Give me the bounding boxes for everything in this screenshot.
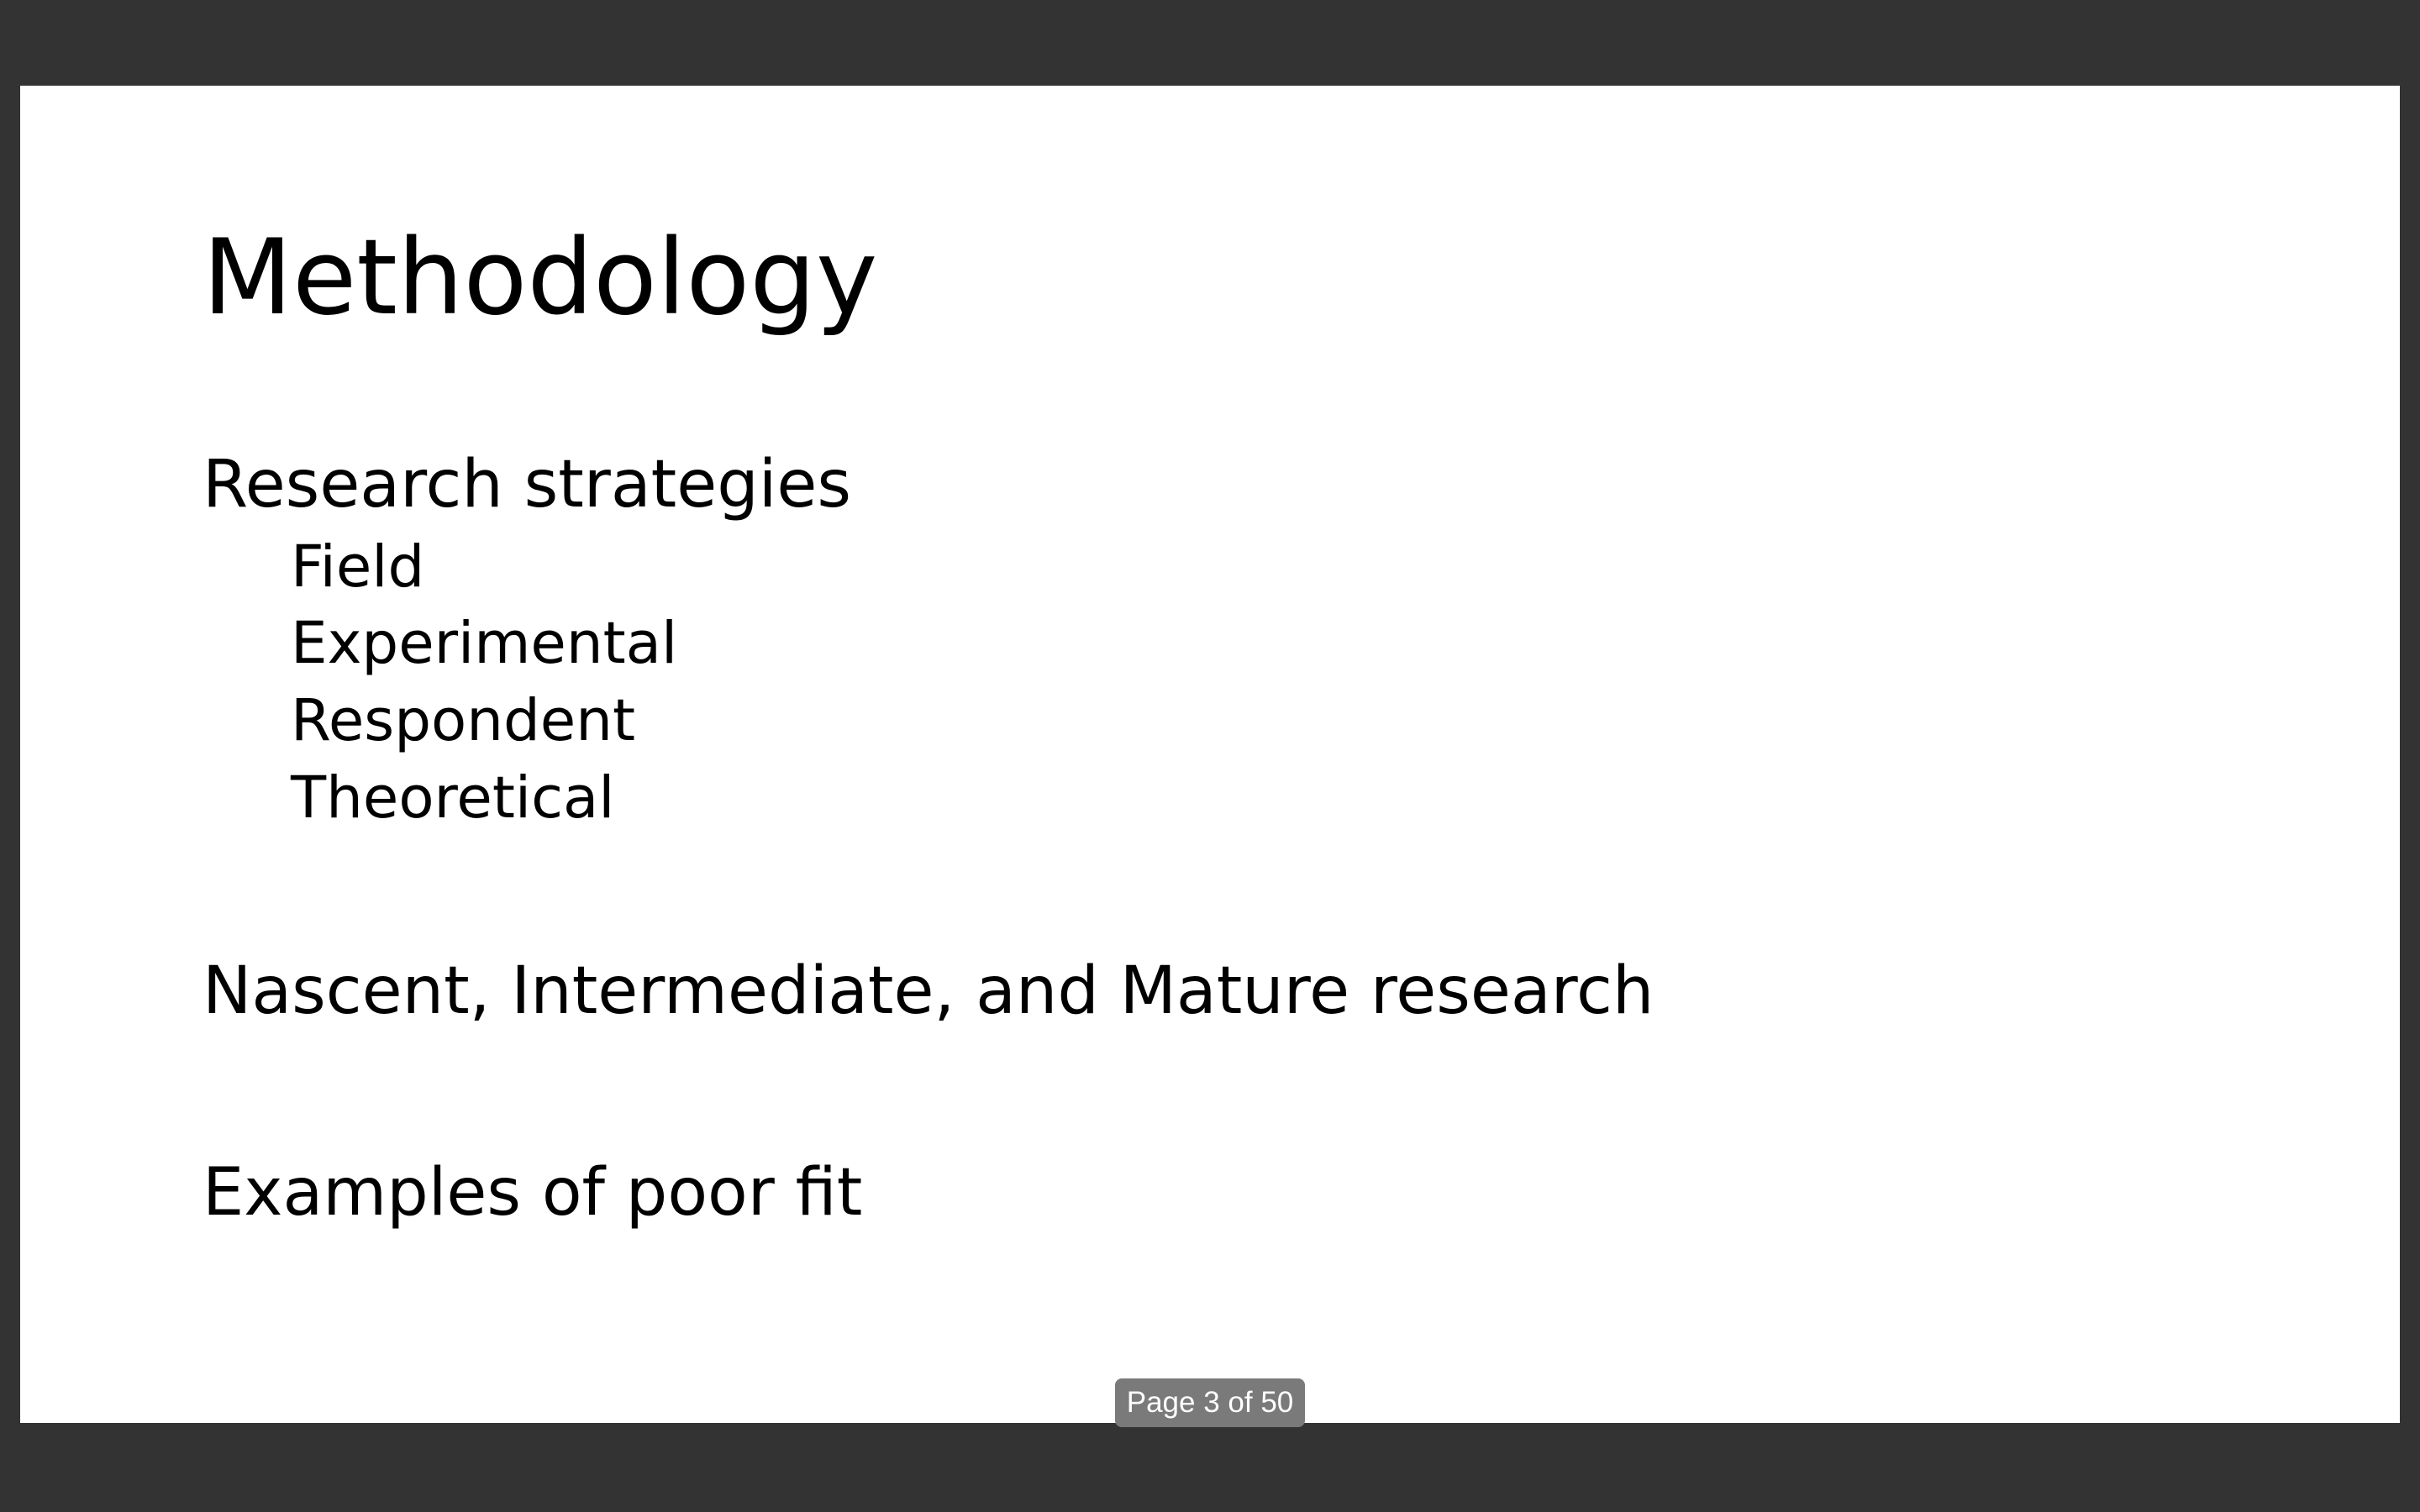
slide-title: Methodology [203, 218, 878, 339]
bullet-poor-fit-examples: Examples of poor fit [203, 1155, 863, 1231]
page-indicator: Page 3 of 50 [1115, 1378, 1305, 1427]
sub-item-theoretical: Theoretical [291, 764, 615, 832]
slide-page[interactable]: Methodology Research strategies Field Ex… [20, 86, 2400, 1423]
bullet-research-strategies: Research strategies [203, 447, 852, 522]
sub-item-respondent: Respondent [291, 687, 636, 754]
sub-item-experimental: Experimental [291, 610, 678, 677]
bullet-research-maturity: Nascent, Intermediate, and Mature resear… [203, 953, 1655, 1029]
sub-item-field: Field [291, 533, 425, 601]
